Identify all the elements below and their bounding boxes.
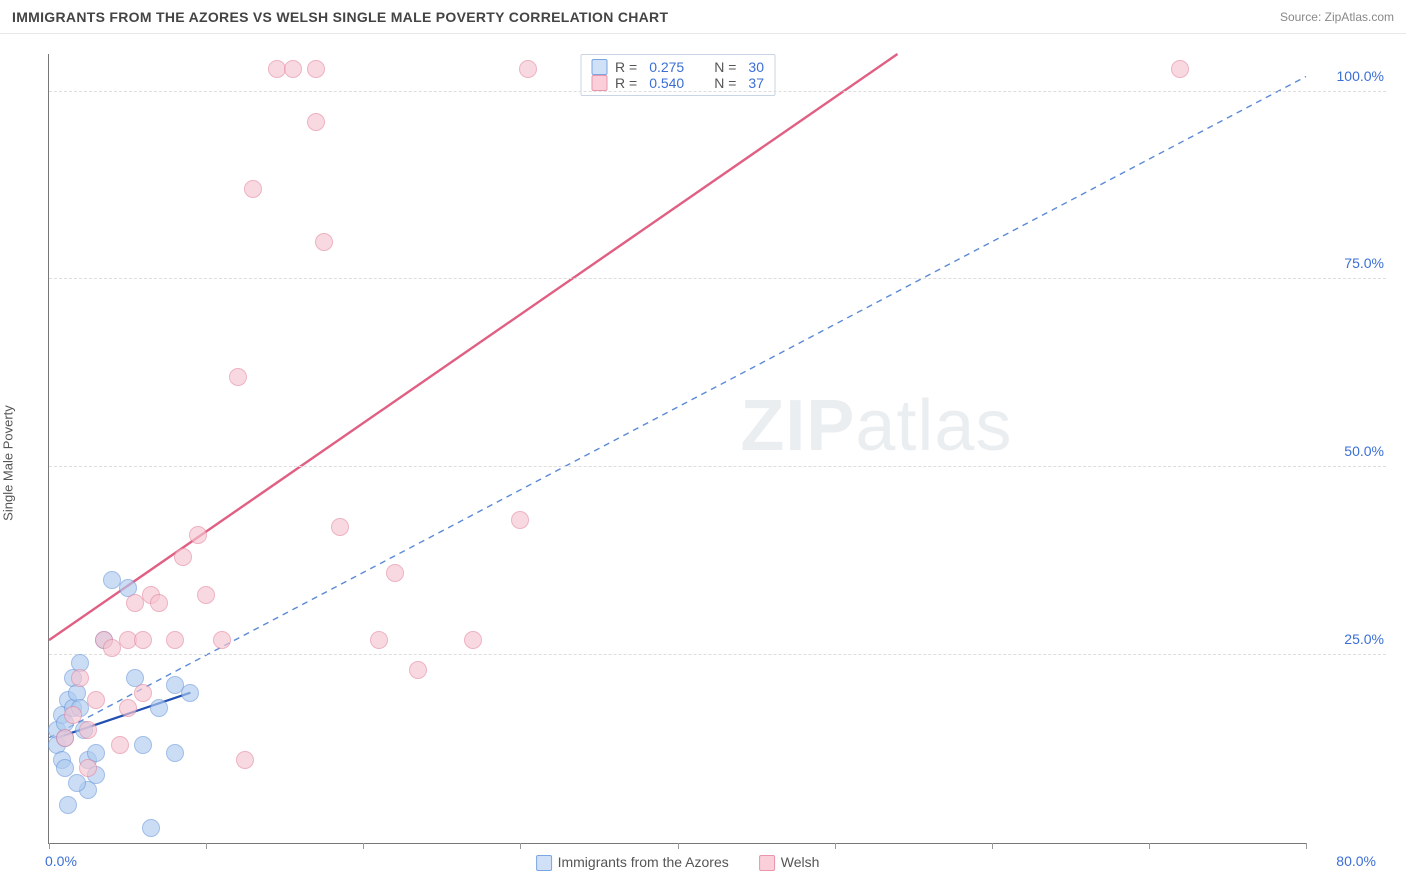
chart-source: Source: ZipAtlas.com <box>1280 10 1394 24</box>
data-point-azores <box>134 736 152 754</box>
data-point-welsh <box>307 60 325 78</box>
r-value: 0.540 <box>649 75 684 91</box>
gridline <box>49 91 1386 92</box>
gridline <box>49 654 1386 655</box>
data-point-welsh <box>111 736 129 754</box>
data-point-welsh <box>87 691 105 709</box>
data-point-azores <box>150 699 168 717</box>
scatter-plot: ZIPatlas R =0.275N =30R =0.540N =37 Immi… <box>48 54 1306 844</box>
trend-line <box>49 77 1306 738</box>
data-point-azores <box>56 759 74 777</box>
n-prefix: N = <box>714 75 736 91</box>
data-point-welsh <box>229 368 247 386</box>
y-tick-label: 75.0% <box>1344 255 1384 271</box>
data-point-welsh <box>119 699 137 717</box>
legend-label: Welsh <box>781 854 820 870</box>
y-tick-label: 100.0% <box>1337 68 1384 84</box>
x-tick <box>835 843 836 849</box>
x-tick <box>678 843 679 849</box>
legend-item-welsh: Welsh <box>759 854 820 871</box>
data-point-welsh <box>166 631 184 649</box>
data-point-welsh <box>519 60 537 78</box>
data-point-welsh <box>284 60 302 78</box>
data-point-welsh <box>386 564 404 582</box>
data-point-welsh <box>464 631 482 649</box>
data-point-welsh <box>236 751 254 769</box>
data-point-welsh <box>213 631 231 649</box>
chart-title: IMMIGRANTS FROM THE AZORES VS WELSH SING… <box>12 9 668 25</box>
data-point-welsh <box>56 729 74 747</box>
data-point-welsh <box>370 631 388 649</box>
data-point-welsh <box>71 669 89 687</box>
source-label: Source: <box>1280 10 1321 24</box>
legend-swatch <box>759 855 775 871</box>
x-tick <box>206 843 207 849</box>
x-max-label: 80.0% <box>1336 853 1376 869</box>
data-point-welsh <box>79 759 97 777</box>
series-legend: Immigrants from the Azores Welsh <box>536 854 820 871</box>
data-point-welsh <box>409 661 427 679</box>
legend-swatch <box>591 75 607 91</box>
plot-wrap: Single Male Poverty ZIPatlas R =0.275N =… <box>0 34 1406 892</box>
n-value: 30 <box>748 59 764 75</box>
data-point-azores <box>181 684 199 702</box>
chart-header: IMMIGRANTS FROM THE AZORES VS WELSH SING… <box>0 0 1406 34</box>
data-point-welsh <box>134 684 152 702</box>
n-value: 37 <box>748 75 764 91</box>
y-axis-label: Single Male Poverty <box>1 405 16 521</box>
legend-stat-row-azores: R = 0.275 N = 30 <box>591 59 764 75</box>
legend-stat-row-welsh: R = 0.540 N = 37 <box>591 75 764 91</box>
x-tick <box>363 843 364 849</box>
legend-swatch <box>591 59 607 75</box>
n-prefix: N = <box>714 59 736 75</box>
data-point-azores <box>68 774 86 792</box>
x-tick <box>520 843 521 849</box>
legend-swatch <box>536 855 552 871</box>
gridline <box>49 466 1386 467</box>
data-point-welsh <box>315 233 333 251</box>
x-tick <box>1306 843 1307 849</box>
data-point-welsh <box>79 721 97 739</box>
data-point-welsh <box>1171 60 1189 78</box>
data-point-azores <box>59 796 77 814</box>
x-min-label: 0.0% <box>45 853 77 869</box>
data-point-welsh <box>134 631 152 649</box>
legend-item-azores: Immigrants from the Azores <box>536 854 729 871</box>
gridline <box>49 278 1386 279</box>
data-point-welsh <box>150 594 168 612</box>
y-tick-label: 50.0% <box>1344 443 1384 459</box>
data-point-welsh <box>189 526 207 544</box>
x-tick <box>992 843 993 849</box>
data-point-welsh <box>64 706 82 724</box>
data-point-azores <box>166 744 184 762</box>
data-point-welsh <box>307 113 325 131</box>
r-prefix: R = <box>615 75 637 91</box>
data-point-welsh <box>331 518 349 536</box>
data-point-welsh <box>511 511 529 529</box>
x-tick <box>1149 843 1150 849</box>
legend-label: Immigrants from the Azores <box>558 854 729 870</box>
r-prefix: R = <box>615 59 637 75</box>
data-point-welsh <box>197 586 215 604</box>
data-point-azores <box>142 819 160 837</box>
source-site: ZipAtlas.com <box>1325 10 1394 24</box>
data-point-welsh <box>174 548 192 566</box>
trend-lines-layer <box>49 54 1306 843</box>
r-value: 0.275 <box>649 59 684 75</box>
y-tick-label: 25.0% <box>1344 631 1384 647</box>
data-point-welsh <box>244 180 262 198</box>
x-tick <box>49 843 50 849</box>
